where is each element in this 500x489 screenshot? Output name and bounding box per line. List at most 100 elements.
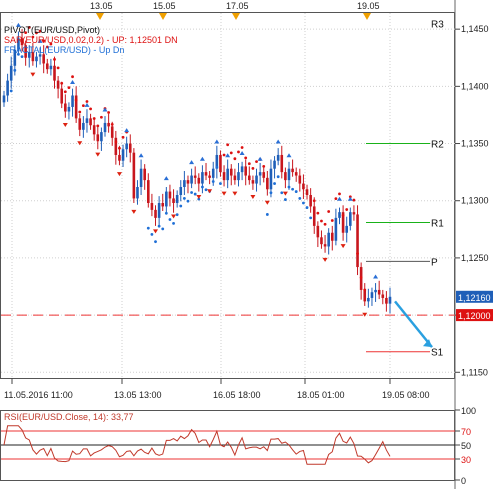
candle-body <box>345 225 349 233</box>
fractal-up-icon <box>124 128 130 133</box>
candle-body <box>229 168 233 176</box>
pivot-label-s1: S1 <box>431 348 444 359</box>
sar-dot <box>175 213 179 217</box>
current-price-label: 1,12160 <box>458 293 491 303</box>
sar-dot <box>96 124 100 128</box>
sar-dot <box>244 156 248 160</box>
candle-body <box>114 137 118 155</box>
fractal-up-icon <box>225 153 231 158</box>
fractal-down-icon <box>232 191 238 196</box>
candle-body <box>280 154 284 173</box>
fractal-up-icon <box>214 139 220 144</box>
sar-dot <box>330 219 334 222</box>
x-tick-label: 13.05 13:00 <box>114 390 162 400</box>
candle-body <box>20 38 24 46</box>
candle-body <box>49 65 53 70</box>
candle-body <box>385 297 388 304</box>
candle-body <box>291 168 294 173</box>
sar-dot <box>161 227 165 231</box>
candle-body <box>31 52 35 62</box>
sar-dot <box>154 240 157 244</box>
sar-dot <box>146 226 150 230</box>
sar-dot <box>92 117 96 120</box>
candle-body <box>150 203 154 210</box>
candle-body <box>125 143 128 150</box>
time-marker-icon <box>232 13 240 20</box>
fractal-down-icon <box>30 72 36 77</box>
candle-body <box>161 203 165 207</box>
rsi-tick-label: 70 <box>461 427 471 437</box>
sar-dot <box>60 81 64 85</box>
candle-body <box>298 175 302 184</box>
fractal-down-icon <box>131 209 137 214</box>
sar-dot <box>309 216 313 220</box>
fractal-up-icon <box>37 38 43 43</box>
sar-dot <box>157 224 161 228</box>
fractal-up-icon <box>239 150 245 155</box>
fractal-down-icon <box>196 195 202 199</box>
candle-body <box>349 212 352 226</box>
sar-dot <box>276 175 280 179</box>
candle-body <box>38 54 42 57</box>
candle-body <box>388 296 392 304</box>
candle-body <box>146 180 150 204</box>
candle-body <box>154 209 157 218</box>
fractal-down-icon <box>340 244 346 249</box>
candle-body <box>237 172 240 181</box>
sar-dot <box>204 188 208 192</box>
candle-body <box>215 154 219 169</box>
sar-dot <box>168 218 172 221</box>
fractal-down-icon <box>116 172 122 177</box>
candle-body <box>67 106 71 112</box>
candle-body <box>316 225 320 238</box>
fractal-down-icon <box>322 257 328 262</box>
candle-body <box>374 289 377 293</box>
candle-body <box>74 95 78 119</box>
time-marker-icon <box>96 13 104 20</box>
fractal-up-icon <box>163 176 169 181</box>
x-tick-label: 18.05 01:00 <box>297 390 345 400</box>
fractal-markers <box>15 22 379 317</box>
sar-dot <box>121 135 125 139</box>
sar-dot <box>287 185 291 189</box>
pivot-label-r1: R1 <box>431 218 444 229</box>
pivot-label-r2: R2 <box>431 140 444 151</box>
candle-body <box>309 195 312 207</box>
sar-dot <box>78 110 82 114</box>
fractal-down-icon <box>362 312 368 317</box>
top-time-label: 13.05 <box>90 1 113 11</box>
candle-body <box>9 65 13 81</box>
candle-body <box>179 186 183 195</box>
fractal-up-icon <box>199 156 205 161</box>
legend-sar-label: SAR(EUR/USD,0.02,0.2) - UP: 1,12501 DN <box>4 35 178 45</box>
candle-body <box>193 175 197 178</box>
candle-body <box>110 126 114 138</box>
sar-dot <box>71 75 74 79</box>
sar-dot <box>45 45 49 49</box>
y-tick-label: 1,1400 <box>461 81 489 91</box>
candle-body <box>305 189 309 195</box>
top-time-label: 17.05 <box>226 1 249 11</box>
candle-body <box>136 186 139 199</box>
candle-body <box>118 154 121 161</box>
candle-body <box>273 160 276 169</box>
sar-dot <box>229 151 233 155</box>
sar-dot <box>316 211 320 215</box>
candle-body <box>96 134 100 142</box>
fractal-down-icon <box>207 189 213 194</box>
alert-price-label: 1,12000 <box>458 311 491 321</box>
candle-body <box>139 168 143 187</box>
candle-body <box>266 177 269 190</box>
candle-body <box>370 292 374 298</box>
sar-dot <box>280 191 284 195</box>
sar-dot <box>17 52 20 56</box>
candle-body <box>201 172 204 184</box>
candle-body <box>334 217 338 241</box>
sar-dot <box>356 252 359 256</box>
candle-body <box>85 118 89 123</box>
candle-body <box>64 103 67 112</box>
sar-dot <box>24 31 28 34</box>
candle-body <box>132 152 136 199</box>
top-time-label: 15.05 <box>153 1 176 11</box>
